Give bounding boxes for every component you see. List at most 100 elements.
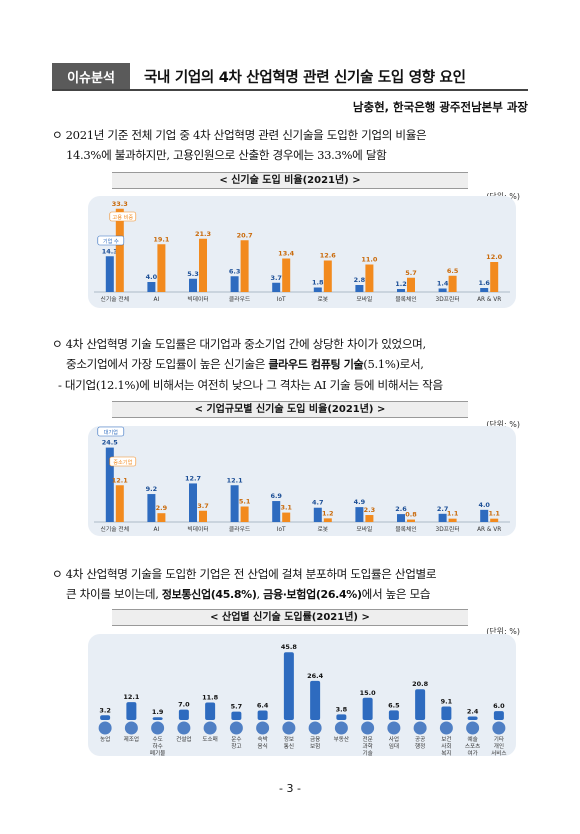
bar-series-a [397,514,405,522]
category-label: 신기술 전체 [101,525,130,533]
category-label: IoT [277,297,286,303]
bar-series-b [490,518,499,522]
legend-tag [109,456,137,467]
category-label: 클라우드 [229,525,251,533]
bar-series-b [407,277,415,292]
category-label: 운수 [231,736,241,743]
data-label: 20.7 [237,231,253,239]
paragraph-2-line-3: - 대기업(12.1%)에 비해서는 여전히 낮으나 그 격차는 AI 기술 등… [58,378,443,392]
data-label: 1.2 [322,509,334,517]
category-label: 모바일 [356,295,372,303]
paragraph-3: ㅇ 4차 산업혁명 기술을 도입한 기업은 전 산업에 걸쳐 분포하며 도입률은… [52,564,530,605]
data-label: 12.1 [227,476,244,484]
bar [467,716,478,720]
chart-1: 14.3 33.3 신기술 전체 4.0 19.1 AI 5.3 21.3 빅데이터 6.3 20.… [94,200,510,303]
data-label: 2.4 [467,707,479,715]
category-label: 숙박 [257,735,267,743]
category-label: 보험 [310,743,320,750]
category-label: 빅데이터 [187,525,208,533]
chart-3-unit: (단위: %) [486,627,520,636]
category-label: AR & VR [477,527,501,533]
data-label: 7.0 [178,701,190,709]
finance-highlight: 금융·보험업(26.4%) [263,588,362,601]
category-label: 행정 [415,742,425,750]
bar-series-a [147,282,156,292]
category-label: 사회 [441,742,451,750]
industry-icon [282,721,296,735]
industry-icon [177,721,191,735]
chart-1-title: < 신기술 도입 비율(2021년) > [112,172,468,189]
data-label: 2.3 [364,506,376,514]
bar-series-b [365,515,374,522]
bar [178,709,189,720]
data-label: 4.9 [354,498,366,506]
data-label: 4.0 [146,273,158,281]
category-label: 모바일 [356,525,372,533]
category-label: 신기술 전체 [101,295,130,303]
category-label: 수도 [152,736,162,743]
legend-label: 고용 비중 [112,213,133,221]
industry-icon [361,721,375,735]
legend-tag [97,426,125,437]
category-label: 창고 [231,742,241,750]
data-label: 5.7 [231,703,243,711]
bar [310,680,321,720]
category-label: IoT [277,527,286,533]
industry-icon [151,721,165,735]
data-label: 1.8 [312,279,324,287]
bar-series-a [480,288,489,292]
bar-series-a [272,501,281,522]
data-label: 12.0 [486,253,503,261]
industry-icon [256,721,270,735]
category-label: 복지 [441,749,451,756]
data-label: 6.5 [447,267,459,275]
paragraph-2: ㅇ 4차 산업혁명 기술 도입률은 대기업과 중소기업 간에 상당한 차이가 있… [52,334,530,395]
industry-icon [387,721,401,735]
data-label: 9.1 [441,698,453,706]
category-label: 기술 [362,749,372,756]
paragraph-1-line-1: ㅇ 2021년 기준 전체 기업 중 4차 산업혁명 관련 신기술을 도입한 기… [52,128,427,142]
data-label: 3.7 [270,274,282,282]
data-label: 13.4 [278,250,295,258]
article-title: 국내 기업의 4차 산업혁명 관련 신기술 도입 영향 요인 [144,69,466,86]
data-label: 3.7 [197,502,209,510]
bar-series-b [407,519,415,522]
data-label: 21.3 [195,230,211,238]
category-label: 하수 [152,742,162,750]
category-label: 로봇 [317,296,328,303]
data-label: 33.3 [112,200,128,208]
paragraph-3-sep: , [256,587,264,601]
chart-1-panel: 14.3 33.3 신기술 전체 4.0 19.1 AI 5.3 21.3 빅데이터 6.3 20.… [88,196,516,308]
bar-series-b [490,262,499,292]
paragraph-3-line-2: 큰 차이를 보이는데, 정보통신업(45.8%), 금융·보험업(26.4%)에… [52,584,530,605]
bar-series-b [365,264,374,292]
data-label: 5.7 [405,269,417,277]
data-label: 1.6 [478,279,490,287]
industry-icon [439,721,453,735]
bar-series-a [272,282,281,292]
bar-series-a [355,285,364,292]
bar-series-a [230,276,239,292]
data-label: 2.9 [156,504,168,512]
data-label: 12.6 [320,252,337,260]
category-label: 사업 [389,735,399,743]
ict-highlight: 정보통신업(45.8%) [161,588,257,601]
chart-2-title: < 기업규모별 신기술 도입 비율(2021년) > [112,401,468,418]
industry-icon [413,721,427,735]
data-label: 6.0 [493,702,505,710]
paragraph-2-line-2-text: 중소기업에서 가장 도입률이 높은 신기술은 [66,357,269,371]
category-label: 블록체인 [395,295,416,303]
bar-series-a [105,256,114,292]
category-label: 금융 [310,736,320,743]
data-label: 6.4 [257,702,269,710]
category-label: 서비스 [491,749,506,756]
data-label: 2.6 [395,505,407,513]
bar-series-b [448,275,457,292]
bar [493,711,504,720]
bar-series-b [323,260,332,292]
chart-3-panel: 3.2 농업 12.1 제조업 1.9 수도 하수 폐기물 7.0 건설업 11.8 도소매 5.7 운수… [88,634,516,756]
category-label: 정보 [284,736,294,743]
bar-series-a [355,507,364,522]
category-label: 예술 [467,735,477,743]
